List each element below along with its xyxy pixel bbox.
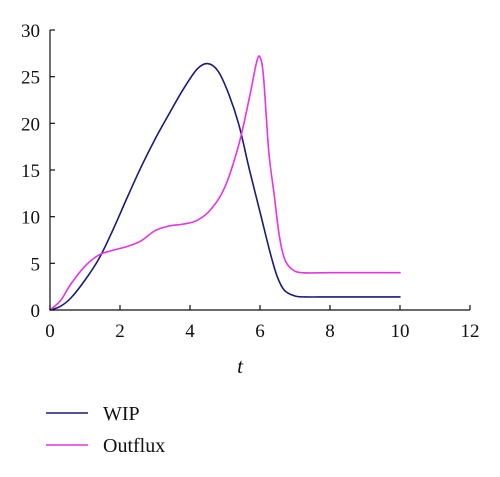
y-tick-label: 15: [21, 161, 40, 182]
y-tick-label: 10: [21, 208, 40, 229]
y-tick-label: 30: [21, 21, 40, 42]
x-axis-title: t: [237, 354, 244, 378]
axes: 0 2 4 6 8 10 12 0 5 10 15 20 25 30: [21, 21, 480, 342]
y-tick-label: 25: [21, 68, 40, 89]
series-line-outflux: [49, 55, 401, 311]
x-tick-label: 10: [391, 321, 410, 342]
x-tick-label: 12: [461, 321, 480, 342]
x-tick-label: 6: [255, 321, 265, 342]
x-tick-label: 8: [325, 321, 335, 342]
y-tick-label: 0: [31, 301, 41, 322]
series-line-wip: [49, 62, 401, 311]
y-tick-label: 5: [31, 254, 41, 275]
x-tick-label: 2: [115, 321, 125, 342]
y-tick-label: 20: [21, 114, 40, 135]
series-layer: [49, 55, 401, 311]
legend: WIP Outflux: [46, 403, 165, 457]
x-tick-label: 0: [45, 321, 55, 342]
x-tick-label: 4: [185, 321, 195, 342]
legend-label-outflux: Outflux: [103, 435, 165, 457]
legend-label-wip: WIP: [103, 403, 140, 425]
